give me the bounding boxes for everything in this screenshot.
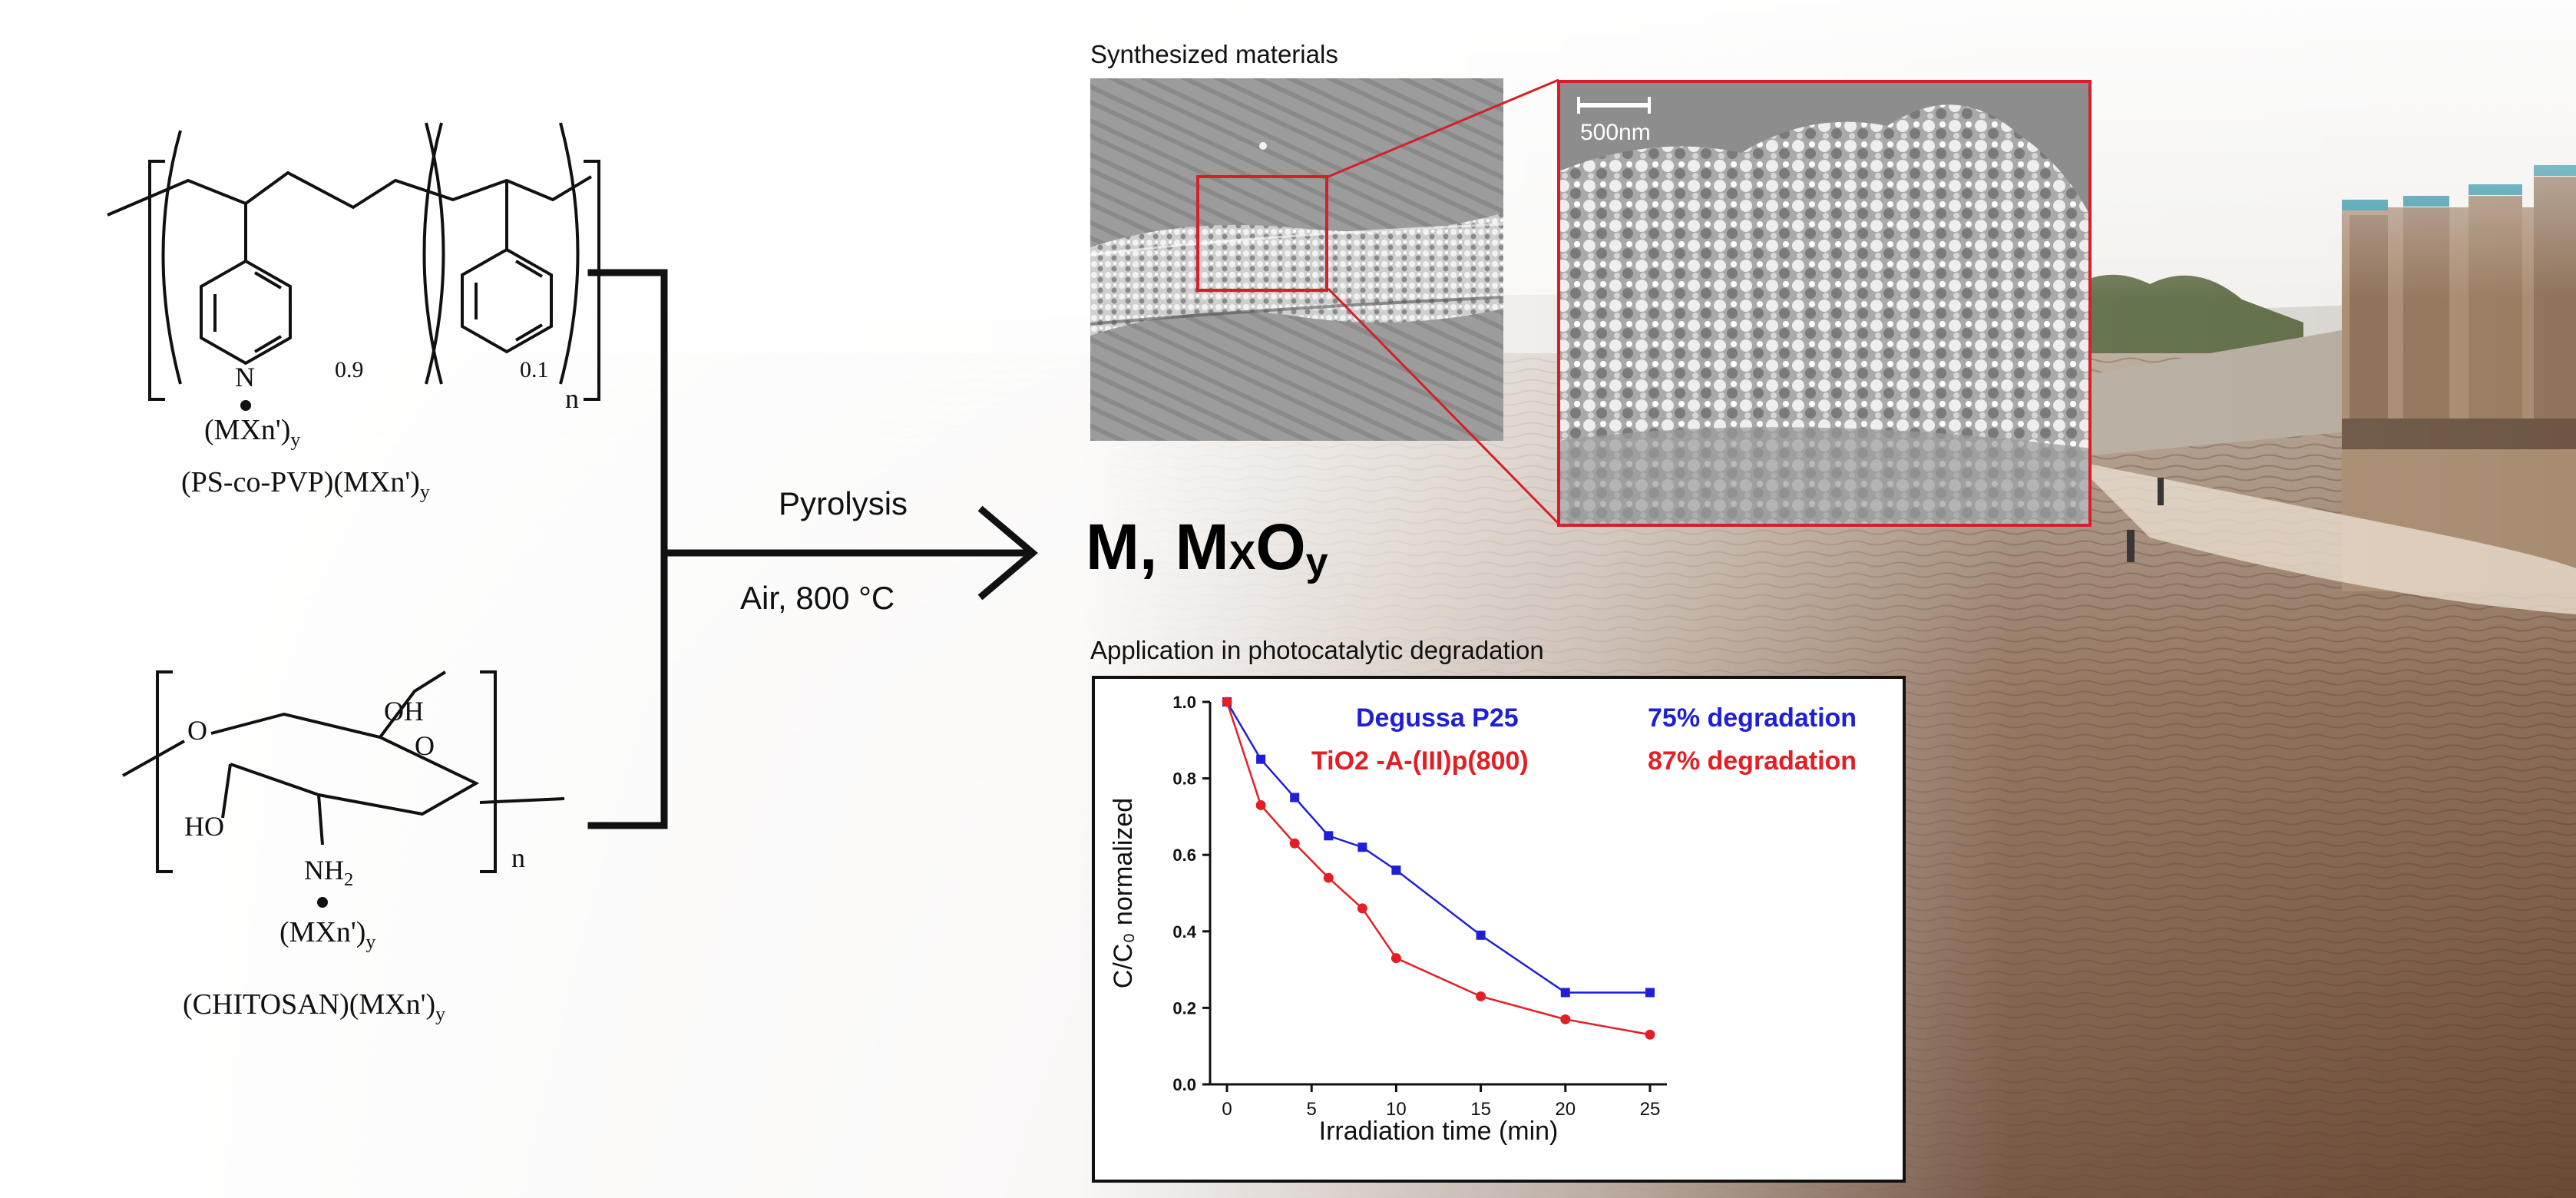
polymer2-ho-label: HO [184,811,224,842]
degradation-chart: 0 5 10 15 20 25 0.0 0.2 0.4 0.6 0.8 1.0 Irradiation… [1109,693,1857,1146]
legend-series2-note: 87% degradation [1648,746,1857,776]
x-tick-label: 25 [1640,1099,1661,1120]
y-tick-label: 0.4 [1172,922,1196,942]
chart-title: Application in photocatalytic degradatio… [1090,636,1544,664]
y-tick-label: 0.2 [1172,998,1196,1018]
series2-point [1476,991,1486,1001]
series-line-1 [1225,701,1650,994]
product-y-sub: y [1305,539,1328,584]
series2-point [1357,903,1367,914]
y-tick-label: 0.6 [1172,846,1196,865]
x-tick-label: 5 [1307,1099,1317,1120]
series1-point [1391,865,1401,875]
polymer2-repeat-n: n [511,842,525,873]
legend-series1-name: Degussa P25 [1356,703,1519,733]
x-tick-label: 0 [1222,1099,1232,1120]
polymer2-ring-o: O [415,730,435,761]
product-formula: M, MXOy [1086,510,1328,585]
polymer2-nh-text: NH [304,855,344,885]
pyrolysis-label: Pyrolysis [779,485,908,521]
series2-point [1645,1029,1655,1040]
series2-point [1255,799,1266,810]
sem-title: Synthesized materials [1090,40,1338,68]
series2-point [1323,872,1334,883]
series1-point [1256,754,1266,764]
polymer2-nh2-sub: 2 [344,869,354,890]
x-tick-label: 15 [1470,1099,1491,1120]
polymer2-name: (CHITOSAN)(MXn')y [183,988,445,1025]
polymer1-name: (PS-co-PVP)(MXn')y [181,465,430,503]
y-axis-label: C/C₀ normalized [1109,798,1138,988]
polymer2-complex-label: (MXn')y [279,915,375,953]
x-tick-label: 20 [1555,1099,1576,1120]
series2-point [1222,697,1232,707]
chart-series [1222,697,1655,1040]
product-x-sub: X [1228,534,1256,578]
series2-point [1560,1014,1571,1024]
polymer1-complex-label: (MXn')y [204,413,300,451]
x-tick-label: 10 [1386,1099,1407,1120]
legend-series2-name: TiO2 -A-(III)p(800) [1311,746,1529,776]
series1-point [1290,793,1300,803]
series1-point [1324,831,1334,841]
polymer2-complex-sub: y [365,930,376,953]
polymer2-link-o: O [187,715,207,746]
polymer2-name-sub: y [435,1002,446,1025]
y-tick-label: 1.0 [1172,693,1196,712]
polymer1-sub-01: 0.1 [520,357,549,382]
sem-image-large [1557,80,2092,527]
series1-point [1476,930,1486,940]
chart-ticks: 0 5 10 15 20 25 0.0 0.2 0.4 0.6 0.8 1.0 [1172,693,1660,1120]
sem-scale-label: 500nm [1580,120,1651,145]
polymer1-repeat-n: n [565,383,579,414]
product-o: O [1255,511,1306,583]
conditions-label: Air, 800 °C [740,580,895,616]
process-bracket-arrow [587,269,1038,829]
series1-point [1645,988,1655,998]
polymer1-complex-sub: y [290,428,301,451]
polymer1-name-sub: y [419,480,430,503]
legend-series1-note: 75% degradation [1648,703,1857,733]
polymer1-sub-09: 0.9 [335,357,364,382]
polymer2-nh2-label: NH2 [304,854,353,891]
polymer2-oh-label: OH [384,696,424,726]
polymer2-name-text: (CHITOSAN)(MXn') [183,988,436,1021]
series1-point [1560,988,1570,998]
polymer1-structure [107,122,600,411]
series1-point [1357,842,1367,852]
polymer1-name-text: (PS-co-PVP)(MXn') [181,466,420,498]
product-text: M, M [1086,511,1229,583]
series2-point [1391,953,1401,964]
sem-image-small [1090,78,1503,441]
degradation-chart-panel: 0 5 10 15 20 25 0.0 0.2 0.4 0.6 0.8 1.0 Irradiation… [1092,676,1906,1183]
x-axis-label: Irradiation time (min) [1319,1117,1559,1146]
series2-point [1289,838,1300,849]
y-tick-label: 0.0 [1172,1075,1196,1094]
polymer2-complex-text: (MXn') [279,916,366,948]
pyridine-n-label: N [235,362,255,392]
polymer1-complex-text: (MXn') [204,414,291,446]
y-tick-label: 0.8 [1172,769,1196,789]
polymer2-structure [122,670,565,908]
zoom-connector-lines [1327,78,1560,525]
chart-axes [1209,702,1667,1086]
